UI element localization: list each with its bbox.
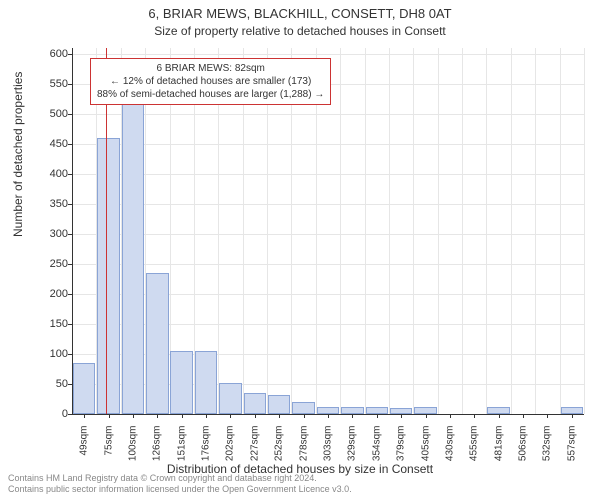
xtick-label: 202sqm (225, 426, 236, 476)
bar (170, 351, 192, 414)
y-axis-line (72, 48, 73, 414)
xtick-label: 557sqm (566, 426, 577, 476)
ytick-label: 500 (32, 108, 68, 120)
gridline-h (72, 174, 584, 175)
ytick-label: 450 (32, 138, 68, 150)
ytick-label: 100 (32, 348, 68, 360)
gridline-v (365, 48, 366, 414)
gridline-h (72, 144, 584, 145)
gridline-h (72, 264, 584, 265)
bar (244, 393, 266, 414)
ytick-label: 400 (32, 168, 68, 180)
xtick-label: 126sqm (152, 426, 163, 476)
gridline-v (462, 48, 463, 414)
xtick-label: 49sqm (79, 426, 90, 476)
xtick-label: 379sqm (396, 426, 407, 476)
xtick-label: 532sqm (542, 426, 553, 476)
bar (366, 407, 388, 414)
bar (561, 407, 583, 414)
bar (219, 383, 241, 414)
ytick-label: 200 (32, 288, 68, 300)
annotation-line-2: ← 12% of detached houses are smaller (17… (97, 75, 324, 88)
ytick-label: 250 (32, 258, 68, 270)
xtick-label: 506sqm (518, 426, 529, 476)
xtick-label: 176sqm (201, 426, 212, 476)
gridline-h (72, 204, 584, 205)
gridline-v (340, 48, 341, 414)
bar (292, 402, 314, 414)
gridline-v (535, 48, 536, 414)
ytick-label: 300 (32, 228, 68, 240)
xtick-label: 100sqm (127, 426, 138, 476)
xtick-label: 252sqm (274, 426, 285, 476)
gridline-v (584, 48, 585, 414)
ytick-label: 0 (32, 408, 68, 420)
bar (487, 407, 509, 414)
bar (317, 407, 339, 414)
annotation-line-3: 88% of semi-detached houses are larger (… (97, 88, 324, 101)
annotation-box: 6 BRIAR MEWS: 82sqm ← 12% of detached ho… (90, 58, 331, 105)
bar (341, 407, 363, 414)
gridline-v (438, 48, 439, 414)
property-size-chart: 6, BRIAR MEWS, BLACKHILL, CONSETT, DH8 0… (0, 0, 600, 500)
bar (97, 138, 119, 414)
footer-line-2: Contains public sector information licen… (8, 484, 352, 496)
chart-footer: Contains HM Land Registry data © Crown c… (8, 473, 352, 496)
gridline-v (413, 48, 414, 414)
bar (73, 363, 95, 414)
xtick-label: 354sqm (371, 426, 382, 476)
gridline-h (72, 114, 584, 115)
x-axis-line (72, 414, 584, 415)
xtick-label: 227sqm (249, 426, 260, 476)
chart-title: 6, BRIAR MEWS, BLACKHILL, CONSETT, DH8 0… (0, 6, 600, 21)
xtick-label: 278sqm (298, 426, 309, 476)
chart-subtitle: Size of property relative to detached ho… (0, 24, 600, 38)
xtick-label: 455sqm (469, 426, 480, 476)
xtick-label: 481sqm (493, 426, 504, 476)
ytick-label: 350 (32, 198, 68, 210)
bar (122, 79, 144, 414)
gridline-v (560, 48, 561, 414)
xtick-label: 303sqm (323, 426, 334, 476)
bar (414, 407, 436, 414)
annotation-line-1: 6 BRIAR MEWS: 82sqm (97, 62, 324, 75)
gridline-v (511, 48, 512, 414)
ytick-label: 600 (32, 48, 68, 60)
bar (268, 395, 290, 414)
y-axis-label: Number of detached properties (11, 72, 25, 237)
ytick-label: 50 (32, 378, 68, 390)
xtick-label: 151sqm (176, 426, 187, 476)
gridline-h (72, 54, 584, 55)
xtick-label: 430sqm (444, 426, 455, 476)
xtick-label: 329sqm (347, 426, 358, 476)
gridline-v (486, 48, 487, 414)
ytick-label: 550 (32, 78, 68, 90)
gridline-v (389, 48, 390, 414)
xtick-label: 75sqm (103, 426, 114, 476)
bar (146, 273, 168, 414)
xtick-label: 405sqm (420, 426, 431, 476)
ytick-label: 150 (32, 318, 68, 330)
gridline-h (72, 234, 584, 235)
bar (195, 351, 217, 414)
